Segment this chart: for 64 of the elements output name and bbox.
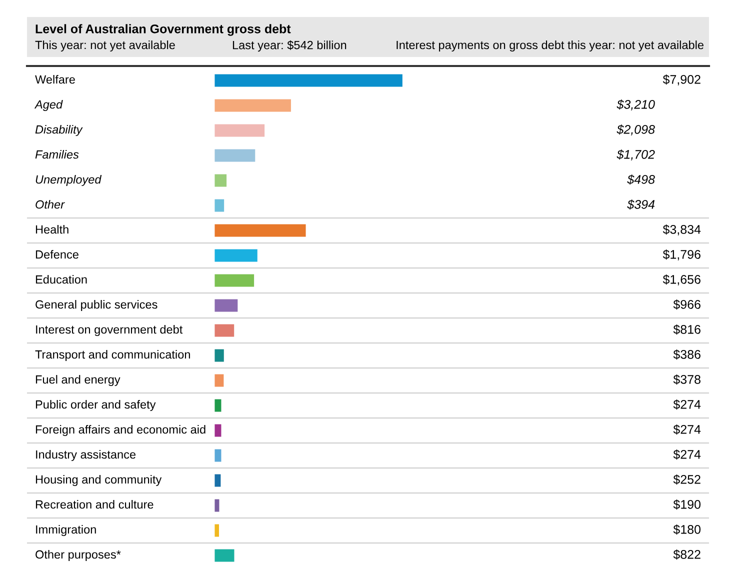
text: Last year: $542 billion <box>232 40 346 52</box>
y-tick-label: Families <box>35 150 79 159</box>
data-label: $816 <box>673 324 700 335</box>
y-tick-label: Public order and safety <box>36 400 156 412</box>
data-label: $190 <box>673 499 701 510</box>
bar <box>214 149 256 162</box>
data-label: $498 <box>627 174 655 185</box>
y-tick-label: Other <box>36 200 65 209</box>
y-tick-label: Aged <box>34 100 63 112</box>
data-label: $822 <box>673 549 700 560</box>
y-tick-label: Transport and communication <box>35 350 190 362</box>
data-label: $274 <box>673 449 701 460</box>
bar <box>214 299 238 312</box>
y-tick-label: Defence <box>36 250 78 259</box>
data-label: $3,834 <box>662 224 701 236</box>
data-label: $378 <box>673 374 700 385</box>
data-label: $252 <box>673 474 700 485</box>
bar <box>214 449 222 462</box>
bar <box>214 199 224 212</box>
bar <box>214 274 254 287</box>
bar <box>214 99 291 112</box>
data-label: $1,702 <box>616 149 655 160</box>
bar <box>214 74 402 87</box>
chart-title: Level of Australian Government gross debt <box>36 24 291 36</box>
data-label: $180 <box>673 524 701 535</box>
data-label: $1,796 <box>662 249 700 260</box>
bar <box>214 249 258 262</box>
data-label: $274 <box>673 424 701 435</box>
y-tick-label: General public services <box>36 300 158 312</box>
y-tick-label: Interest on government debt <box>36 324 183 336</box>
text: This year: not yet available <box>35 40 175 52</box>
data-label: $386 <box>673 349 700 360</box>
text: Interest payments on gross debt this year: not yet available <box>396 40 704 52</box>
y-tick-label: Immigration <box>36 524 96 536</box>
data-label: $394 <box>627 199 655 210</box>
data-label: $7,902 <box>662 74 700 86</box>
y-tick-label: Welfare <box>35 75 75 84</box>
bar <box>214 124 265 137</box>
y-tick-label: Industry assistance <box>36 450 136 462</box>
y-tick-label: Recreation and culture <box>36 500 154 509</box>
bar <box>214 224 306 237</box>
bar <box>214 374 224 387</box>
bar <box>214 399 222 412</box>
bar <box>214 324 234 337</box>
data-label: $2,098 <box>616 124 655 136</box>
data-label: $1,656 <box>662 274 700 286</box>
y-tick-label: Foreign affairs and economic aid <box>36 424 206 436</box>
y-tick-label: Disability <box>35 125 83 136</box>
y-tick-label: Education <box>36 274 87 284</box>
bar <box>214 549 234 562</box>
y-tick-label: Other purposes* <box>36 550 121 562</box>
bar <box>214 474 221 487</box>
data-label: $3,210 <box>616 99 655 110</box>
data-label: $966 <box>673 299 700 310</box>
bar <box>214 524 219 537</box>
y-tick-label: Health <box>36 225 68 234</box>
bar <box>214 349 224 362</box>
y-tick-label: Fuel and energy <box>36 374 120 386</box>
y-tick-label: Unemployed <box>36 175 102 186</box>
data-label: $274 <box>673 399 701 410</box>
bar <box>214 424 222 437</box>
y-tick-label: Housing and community <box>36 474 162 486</box>
bar <box>214 174 227 187</box>
bar <box>214 499 220 512</box>
